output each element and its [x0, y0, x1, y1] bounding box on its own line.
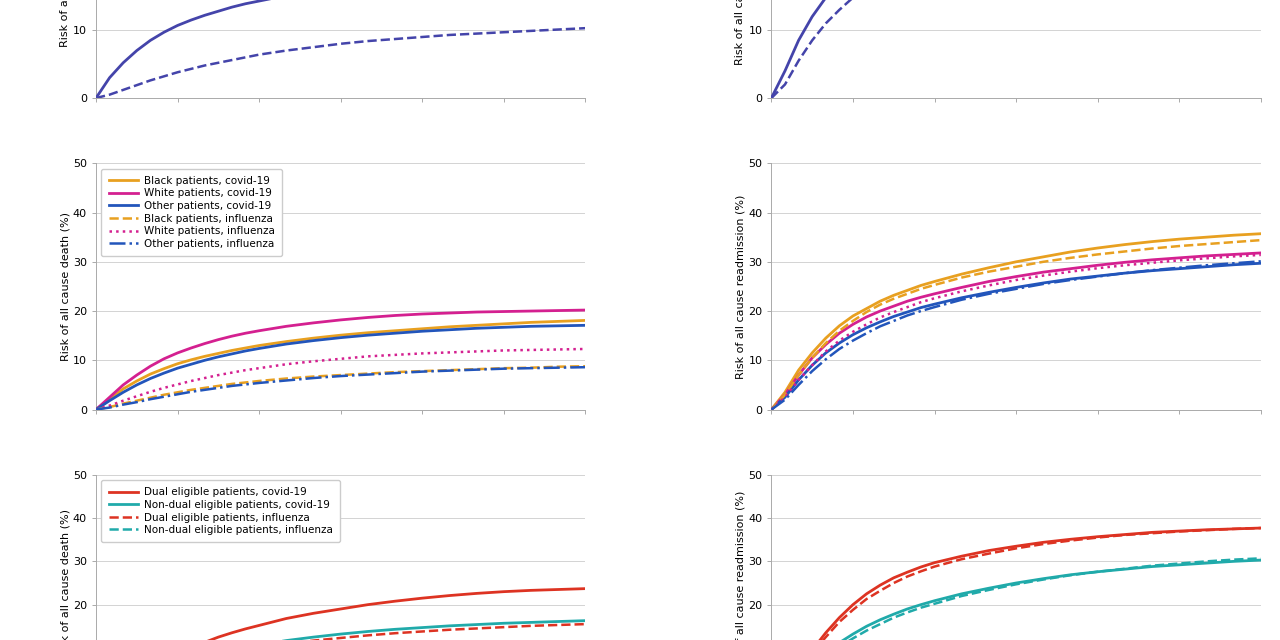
- Y-axis label: Risk of a: Risk of a: [60, 0, 70, 47]
- Y-axis label: Risk of all cause readmission (%): Risk of all cause readmission (%): [736, 194, 745, 379]
- Legend: Black patients, covid-19, White patients, covid-19, Other patients, covid-19, Bl: Black patients, covid-19, White patients…: [101, 168, 282, 256]
- Y-axis label: Risk of all cause readmission (%): Risk of all cause readmission (%): [736, 491, 745, 640]
- Y-axis label: Risk of all cause death (%): Risk of all cause death (%): [60, 212, 70, 361]
- Legend: Dual eligible patients, covid-19, Non-dual eligible patients, covid-19, Dual eli: Dual eligible patients, covid-19, Non-du…: [101, 480, 340, 543]
- Y-axis label: Risk of all caus: Risk of all caus: [736, 0, 745, 65]
- Y-axis label: Risk of all cause death (%): Risk of all cause death (%): [60, 509, 70, 640]
